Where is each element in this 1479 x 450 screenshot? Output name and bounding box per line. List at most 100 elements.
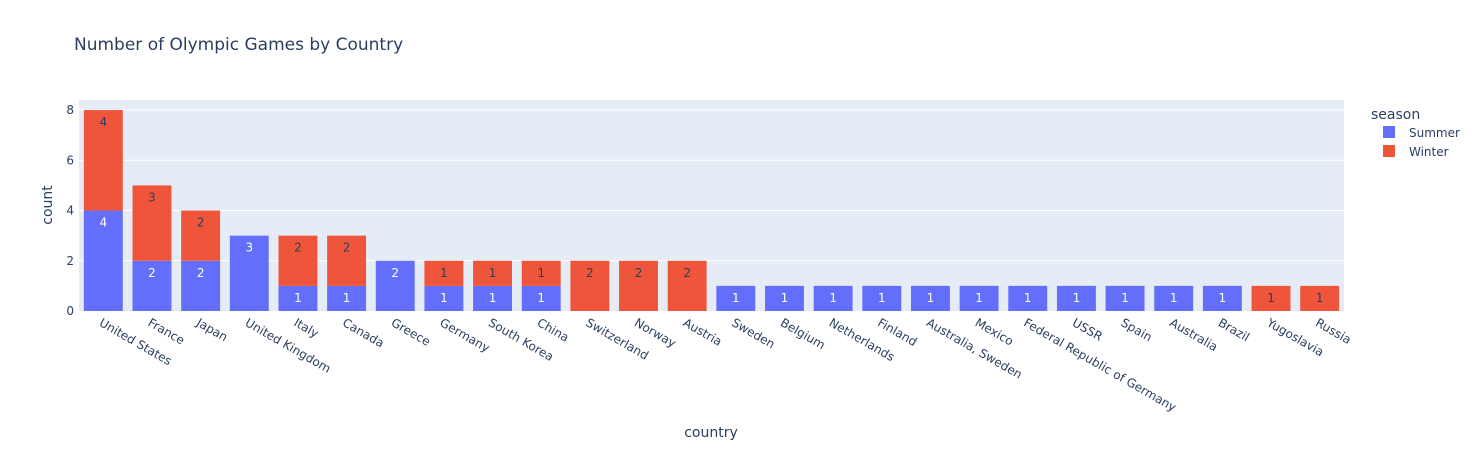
bar-winter (278, 235, 318, 286)
bar-winter (1300, 285, 1340, 311)
bar-value-label: 1 (1316, 291, 1324, 305)
bar-value-label: 1 (732, 291, 740, 305)
y-tick-label: 6 (66, 153, 74, 167)
bar-summer (83, 210, 123, 311)
bar-summer (1202, 285, 1242, 311)
legend-item-winter: Winter (1409, 145, 1449, 159)
bar-summer (521, 285, 561, 311)
bar-value-label: 1 (975, 291, 983, 305)
x-tick-label: Sweden (729, 315, 777, 351)
bar-value-label: 2 (586, 266, 594, 280)
bar-value-label: 2 (343, 241, 351, 255)
x-tick-label: Belgium (778, 315, 828, 352)
bar-value-label: 3 (148, 190, 156, 204)
x-tick-label: Austria (681, 315, 725, 348)
bar-summer (765, 285, 804, 311)
x-tick-label: Australia (1167, 315, 1220, 354)
bar-summer (862, 285, 902, 311)
bar-summer (473, 285, 513, 311)
legend-swatch-summer (1383, 126, 1395, 138)
bar-value-label: 1 (537, 291, 545, 305)
bar-summer (229, 235, 269, 311)
x-axis-title: country (684, 425, 738, 441)
bar-value-label: 1 (927, 291, 935, 305)
x-tick-label: United Kingdom (243, 315, 333, 375)
bar-summer (132, 260, 172, 311)
bar-summer (716, 285, 756, 311)
bar-value-label: 1 (1073, 291, 1081, 305)
y-tick-label: 8 (66, 103, 74, 117)
x-tick-label: Japan (193, 315, 230, 344)
bar-value-label: 1 (1267, 291, 1275, 305)
bar-value-label: 1 (1024, 291, 1032, 305)
x-tick-label: Spain (1119, 315, 1155, 344)
bar-winter (667, 260, 707, 311)
x-tick-label: Brazil (1216, 315, 1252, 344)
bar-value-label: 3 (245, 241, 253, 255)
bar-summer (327, 285, 367, 311)
legend: season Summer Winter (1371, 107, 1460, 159)
bar-winter (132, 185, 172, 261)
bar-summer (1105, 285, 1145, 311)
chart-title: Number of Olympic Games by Country (74, 35, 403, 55)
bar-value-label: 2 (391, 266, 399, 280)
bar-value-label: 1 (1121, 291, 1129, 305)
bar-winter (473, 260, 513, 286)
bar-summer (1154, 285, 1194, 311)
x-tick-label: China (535, 315, 572, 344)
x-tick-label: Germany (437, 315, 492, 355)
bar-value-label: 1 (1219, 291, 1227, 305)
bar-winter (521, 260, 561, 286)
bar-value-label: 4 (100, 216, 108, 230)
bar-value-label: 1 (781, 291, 789, 305)
bar-winter (424, 260, 464, 286)
bar-winter (570, 260, 610, 311)
bar-value-label: 1 (440, 266, 448, 280)
bar-value-label: 2 (148, 266, 156, 280)
bar-summer (1008, 285, 1048, 311)
bar-value-label: 2 (683, 266, 691, 280)
y-tick-label: 2 (66, 254, 74, 268)
bar-summer (813, 285, 853, 311)
bar-value-label: 2 (294, 241, 302, 255)
legend-title: season (1371, 107, 1420, 123)
y-axis-title: count (40, 185, 56, 225)
bar-value-label: 1 (294, 291, 302, 305)
bar-summer (375, 260, 415, 311)
bar-summer (959, 285, 999, 311)
bar-value-label: 1 (537, 266, 545, 280)
bar-value-label: 1 (829, 291, 837, 305)
bar-value-label: 1 (1170, 291, 1178, 305)
bar-value-label: 2 (635, 266, 643, 280)
x-tick-label: Canada (340, 315, 387, 350)
bar-winter (619, 260, 658, 311)
bar-winter (1251, 285, 1291, 311)
bar-winter (181, 210, 221, 261)
y-tick-label: 4 (66, 204, 74, 218)
bar-value-label: 1 (878, 291, 886, 305)
bar-value-label: 1 (489, 266, 497, 280)
bar-summer (910, 285, 950, 311)
x-tick-label: USSR (1070, 315, 1105, 343)
bar-winter (327, 235, 367, 286)
bar-value-label: 4 (100, 115, 108, 129)
bar-value-label: 1 (440, 291, 448, 305)
legend-swatch-winter (1383, 145, 1395, 157)
bars (83, 110, 1340, 311)
y-axis-ticks: 0 2 4 6 8 (66, 103, 74, 318)
bar-winter (83, 110, 123, 211)
bar-summer (278, 285, 318, 311)
x-tick-label: Greece (389, 315, 433, 348)
bar-value-label: 1 (343, 291, 351, 305)
legend-item-summer: Summer (1409, 126, 1460, 140)
y-tick-label: 0 (66, 304, 74, 318)
bar-value-label: 2 (197, 216, 205, 230)
bar-summer (1056, 285, 1096, 311)
bar-summer (424, 285, 464, 311)
bar-summer (181, 260, 221, 311)
x-tick-label: Italy (291, 315, 321, 340)
bar-value-label: 2 (197, 266, 205, 280)
